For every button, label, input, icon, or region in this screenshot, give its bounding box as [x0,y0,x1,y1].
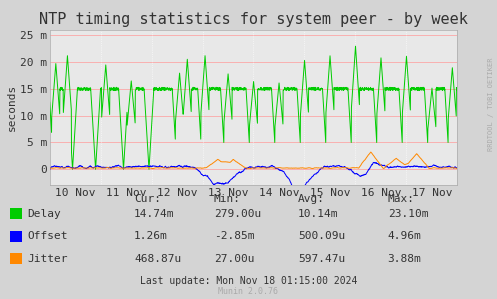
Text: Offset: Offset [27,231,68,241]
Bar [10,231,22,242]
Text: Delay: Delay [27,209,61,219]
Text: Jitter: Jitter [27,254,68,264]
Text: 10.14m: 10.14m [298,209,338,219]
Y-axis label: seconds: seconds [7,84,17,131]
Text: Max:: Max: [388,194,414,204]
Text: Cur:: Cur: [134,194,161,204]
Text: 4.96m: 4.96m [388,231,421,241]
Text: Last update: Mon Nov 18 01:15:00 2024: Last update: Mon Nov 18 01:15:00 2024 [140,276,357,286]
Text: 468.87u: 468.87u [134,254,181,264]
Text: 597.47u: 597.47u [298,254,345,264]
Text: 14.74m: 14.74m [134,209,174,219]
Text: 500.09u: 500.09u [298,231,345,241]
Bar [10,208,22,219]
Text: -2.85m: -2.85m [214,231,254,241]
Text: 23.10m: 23.10m [388,209,428,219]
Text: 1.26m: 1.26m [134,231,168,241]
Title: NTP timing statistics for system peer - by week: NTP timing statistics for system peer - … [39,12,468,27]
Text: Min:: Min: [214,194,241,204]
Text: 279.00u: 279.00u [214,209,261,219]
Text: Avg:: Avg: [298,194,325,204]
Bar [10,253,22,264]
Text: Munin 2.0.76: Munin 2.0.76 [219,287,278,296]
Text: RRDTOOL / TOBI OETIKER: RRDTOOL / TOBI OETIKER [488,58,494,151]
Text: 3.88m: 3.88m [388,254,421,264]
Text: 27.00u: 27.00u [214,254,254,264]
